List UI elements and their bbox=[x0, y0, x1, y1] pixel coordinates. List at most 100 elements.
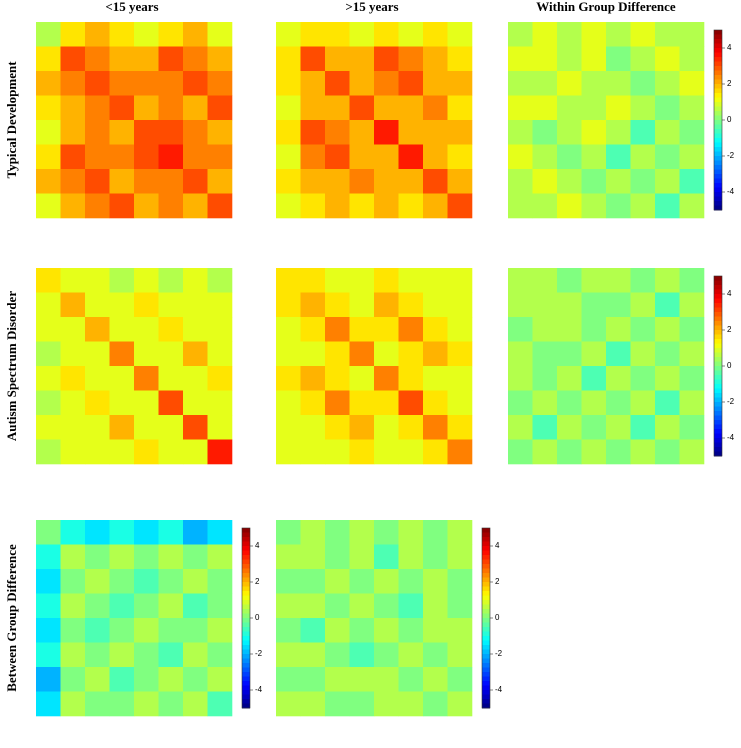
colorbar-segment bbox=[242, 532, 250, 538]
colorbar-segment bbox=[242, 622, 250, 628]
heatmap-cell bbox=[183, 120, 208, 145]
heatmap-cell bbox=[85, 618, 110, 643]
colorbar-segment bbox=[482, 672, 490, 677]
heatmap-cell bbox=[606, 193, 631, 219]
heatmap-cell bbox=[532, 292, 558, 318]
heatmap-cell bbox=[398, 169, 424, 194]
heatmap-cell bbox=[207, 120, 233, 145]
heatmap-cell bbox=[158, 642, 184, 668]
heatmap-cell bbox=[134, 317, 159, 342]
heatmap-cell bbox=[398, 390, 424, 416]
heatmap-cell bbox=[183, 144, 208, 170]
heatmap-cell bbox=[374, 144, 399, 170]
heatmap-cell bbox=[655, 22, 680, 47]
heatmap-cell bbox=[349, 642, 375, 668]
colorbar-segment bbox=[714, 102, 722, 107]
heatmap-cell bbox=[207, 667, 233, 692]
heatmap-cell bbox=[85, 22, 110, 47]
colorbar-segment bbox=[714, 187, 722, 193]
heatmap-cell bbox=[134, 390, 159, 416]
heatmap-cell bbox=[183, 642, 208, 668]
heatmap-cell bbox=[581, 46, 607, 72]
colorbar-segment bbox=[482, 685, 490, 691]
colorbar-segment bbox=[482, 654, 490, 659]
colorbar-segment bbox=[714, 447, 722, 452]
heatmap-cell bbox=[374, 268, 399, 293]
colorbar-segment bbox=[242, 676, 250, 682]
heatmap-cell bbox=[158, 439, 184, 465]
heatmap-cell bbox=[158, 366, 184, 391]
heatmap-cell bbox=[349, 95, 375, 121]
heatmap-cell bbox=[183, 71, 208, 96]
heatmap-cell bbox=[109, 390, 135, 416]
colorbar-segment bbox=[242, 564, 250, 569]
heatmap-cell bbox=[374, 691, 399, 717]
colorbar-tick-label: 0 bbox=[255, 613, 260, 622]
heatmap-cell bbox=[606, 341, 631, 367]
colorbar-segment bbox=[714, 361, 722, 367]
colorbar-segment bbox=[714, 48, 722, 53]
colorbar-segment bbox=[242, 582, 250, 587]
heatmap-cell bbox=[349, 169, 375, 194]
heatmap-cell bbox=[325, 144, 350, 170]
colorbar-segment bbox=[482, 582, 490, 587]
heatmap-cell bbox=[134, 292, 159, 318]
heatmap-cell bbox=[207, 292, 233, 318]
colorbar-segment bbox=[242, 528, 250, 533]
colorbar-tick-label: -2 bbox=[495, 649, 503, 658]
heatmap-cell bbox=[60, 193, 86, 219]
colorbar-segment bbox=[242, 586, 250, 592]
heatmap-cell bbox=[349, 268, 375, 293]
heatmap-cell bbox=[423, 667, 448, 692]
column-title: Within Group Difference bbox=[536, 0, 676, 14]
heatmap-cell bbox=[158, 317, 184, 342]
heatmap-cell bbox=[60, 268, 86, 293]
heatmap-cell bbox=[398, 46, 424, 72]
heatmap-cell bbox=[398, 544, 424, 570]
heatmap-cell bbox=[606, 439, 631, 465]
heatmap-cell bbox=[630, 366, 656, 391]
heatmap-cell bbox=[349, 341, 375, 367]
heatmap-cell bbox=[679, 390, 705, 416]
colorbar-segment bbox=[482, 631, 490, 637]
heatmap-cell bbox=[85, 415, 110, 440]
heatmap-cell bbox=[447, 71, 473, 96]
colorbar-segment bbox=[482, 591, 490, 596]
heatmap-cell bbox=[60, 120, 86, 145]
colorbar-segment bbox=[714, 379, 722, 385]
heatmap-cell bbox=[398, 569, 424, 594]
heatmap-cell bbox=[630, 415, 656, 440]
heatmap-cell bbox=[207, 169, 233, 194]
heatmap-cell bbox=[183, 593, 208, 619]
heatmap-cell bbox=[349, 569, 375, 594]
colorbar-segment bbox=[482, 541, 490, 547]
colorbar-segment bbox=[242, 559, 250, 565]
heatmap-cell bbox=[630, 193, 656, 219]
heatmap-cell bbox=[109, 642, 135, 668]
colorbar-segment bbox=[482, 613, 490, 619]
heatmap-cell bbox=[532, 193, 558, 219]
colorbar-segment bbox=[482, 604, 490, 610]
colorbar-segment bbox=[482, 586, 490, 592]
colorbar-segment bbox=[714, 384, 722, 389]
heatmap-cell bbox=[532, 120, 558, 145]
heatmap-cell bbox=[679, 144, 705, 170]
colorbar-segment bbox=[482, 618, 490, 623]
colorbar-segment bbox=[482, 658, 490, 664]
heatmap-cell bbox=[581, 268, 607, 293]
heatmap-cell bbox=[276, 95, 301, 121]
heatmap-cell bbox=[300, 390, 326, 416]
colorbar-segment bbox=[714, 120, 722, 125]
heatmap-cell bbox=[374, 71, 399, 96]
heatmap-cell bbox=[36, 642, 61, 668]
heatmap-cell bbox=[85, 642, 110, 668]
heatmap-cell bbox=[508, 317, 533, 342]
heatmap-cell bbox=[85, 292, 110, 318]
heatmap-cell bbox=[276, 193, 301, 219]
colorbar-segment bbox=[714, 294, 722, 299]
heatmap-cell bbox=[300, 317, 326, 342]
heatmap-cell bbox=[183, 268, 208, 293]
heatmap-cell bbox=[508, 268, 533, 293]
heatmap-cell bbox=[134, 618, 159, 643]
colorbar-segment bbox=[482, 528, 490, 533]
